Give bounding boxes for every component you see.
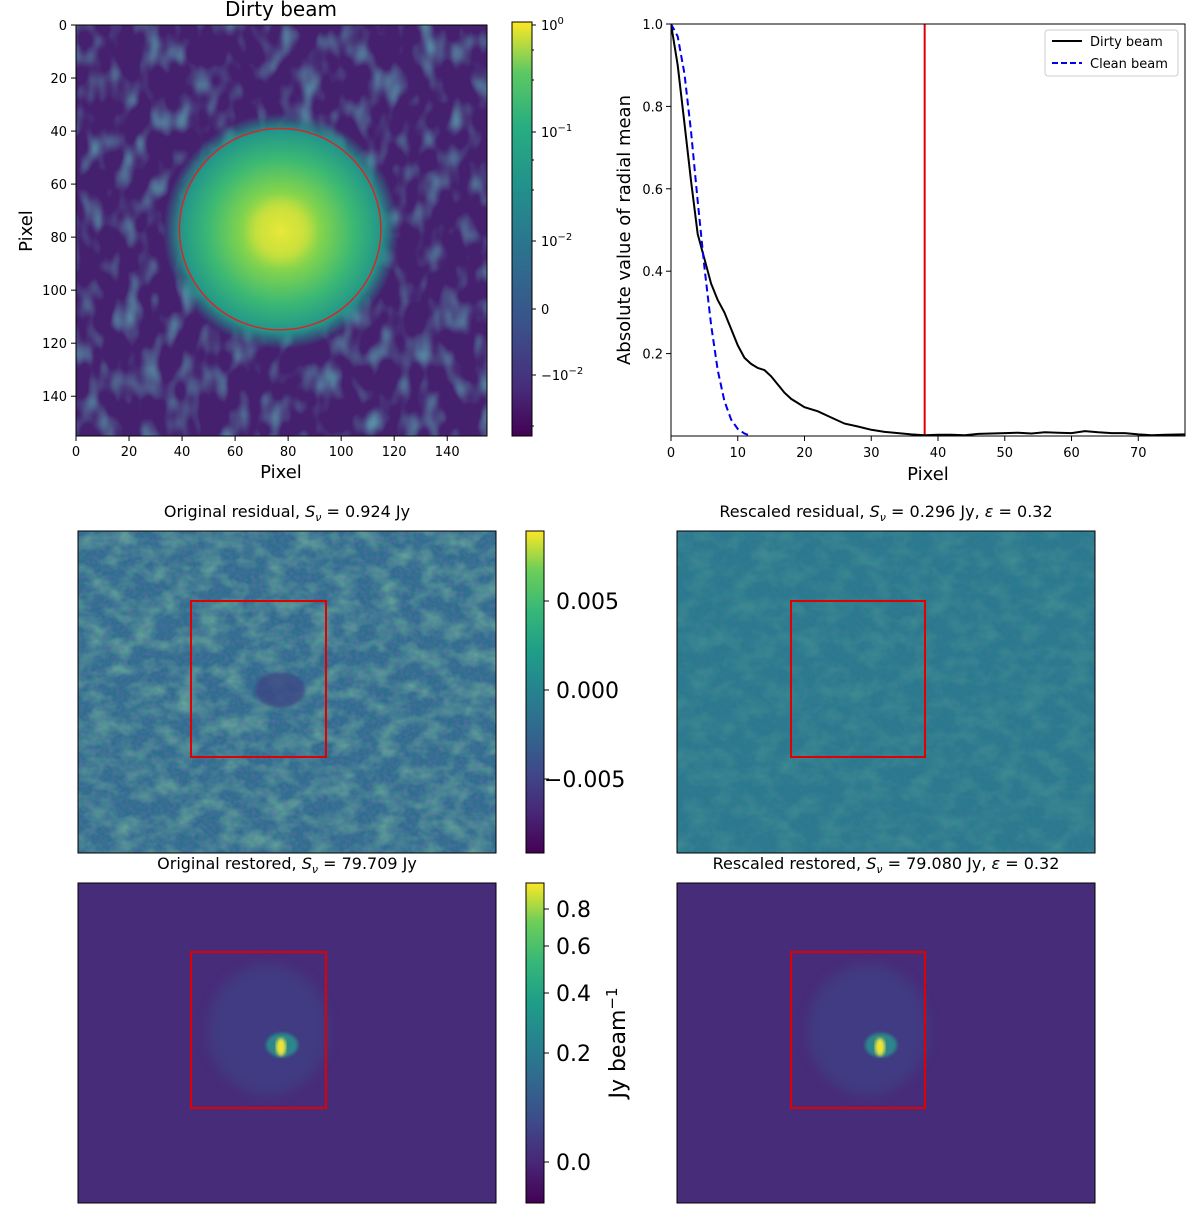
restored-cbar-tick-02: 0.2 [556,1042,591,1067]
dirty-beam-xlabel: Pixel [260,462,302,483]
dirty-beam-xtick-label: 80 [280,445,297,460]
profile-ytick-label: 0.6 [642,183,663,198]
restored-cbar-label: Jy beam−1 [603,987,631,1100]
original-restored-title: Original restored, Sν = 79.709 Jy [157,854,417,876]
profile-xtick-label: 10 [729,446,746,461]
residual-cbar-tick-neg: −0.005 [544,768,625,793]
profile-ytick-label: 0.2 [642,348,663,363]
profile-xtick-label: 20 [796,446,813,461]
dirty-beam-x-ticks: 0 20 40 60 80 100 120 140 [72,436,460,460]
profile-ylabel: Absolute value of radial mean [614,95,635,365]
cbar-tick-10-0: 100 [541,16,564,34]
beam-radius-circle [178,127,382,331]
dirty-beam-ytick-label: 40 [50,125,67,140]
dirty-beam-ylabel: Pixel [16,210,37,252]
cbar-tick-zero: 0 [541,303,549,318]
dirty-beam-ytick-label: 60 [50,178,67,193]
restored-cbar-tick-00: 0.0 [556,1151,591,1176]
profile-xtick-label: 40 [930,446,947,461]
profile-xtick-label: 30 [863,446,880,461]
original-residual-box [190,600,327,758]
profile-ytick-label: 0.4 [642,265,663,280]
dirty-beam-ytick-label: 140 [42,390,67,405]
residual-colorbar: 0.005 0.000 −0.005 [525,530,625,854]
original-residual-panel: Original residual, Sν = 0.924 Jy [77,502,497,854]
residual-cbar-tick-pos: 0.005 [556,590,619,615]
legend-dirty-beam: Dirty beam [1090,35,1163,50]
dirty-beam-ytick-label: 120 [42,337,67,352]
profile-xtick-label: 70 [1130,446,1147,461]
restored-cbar-tick-08: 0.8 [556,898,591,923]
profile-ytick-label: 0.8 [642,100,663,115]
radial-profile-panel: 0 10 20 30 40 50 60 70 0.2 0.4 0.6 0.8 1.0 Pixel Ab… [614,18,1186,485]
series-dirty-beam-line [671,24,1185,436]
dirty-beam-xtick-label: 40 [174,445,191,460]
original-residual-title: Original residual, Sν = 0.924 Jy [164,502,410,524]
profile-legend: Dirty beam Clean beam [1044,29,1179,77]
original-restored-box [190,951,327,1109]
profile-xtick-label: 50 [996,446,1013,461]
cbar-tick-10-m1: 10−1 [541,123,572,141]
rescaled-residual-image [677,531,1095,853]
dirty-beam-xtick-label: 0 [72,445,80,460]
residual-cbar-tick-zero: 0.000 [556,679,619,704]
dirty-beam-panel: Dirty beam 0 20 40 60 80 100 120 140 0 20 40 60 80 1… [16,0,583,483]
dirty-beam-y-ticks: 0 20 40 60 80 100 120 140 [42,19,76,405]
restored-cbar-tick-04: 0.4 [556,982,591,1007]
dirty-beam-ytick-label: 80 [50,231,67,246]
profile-y-ticks: 0.2 0.4 0.6 0.8 1.0 [642,18,671,363]
profile-ytick-label: 1.0 [642,18,663,33]
profile-xtick-label: 60 [1063,446,1080,461]
dirty-beam-title: Dirty beam [225,0,337,21]
original-restored-panel: Original restored, Sν = 79.709 Jy [77,854,497,1204]
dirty-beam-xtick-label: 20 [121,445,138,460]
dirty-beam-xtick-label: 140 [435,445,460,460]
restored-cbar-tick-06: 0.6 [556,935,591,960]
rescaled-residual-box [790,600,926,758]
rescaled-restored-panel: Rescaled restored, Sν = 79.080 Jy, ε = 0… [676,854,1096,1204]
profile-xtick-label: 0 [667,446,675,461]
dirty-beam-image [76,25,487,436]
cbar-tick-neg-10-m2: −10−2 [541,366,583,384]
dirty-beam-ytick-label: 0 [59,19,67,34]
rescaled-residual-panel: Rescaled residual, Sν = 0.296 Jy, ε = 0.… [676,502,1096,854]
dirty-beam-ytick-label: 100 [42,284,67,299]
legend-clean-beam: Clean beam [1090,57,1168,72]
dirty-beam-ytick-label: 20 [50,72,67,87]
profile-x-ticks: 0 10 20 30 40 50 60 70 [667,436,1147,461]
dirty-beam-xtick-label: 60 [227,445,244,460]
dirty-beam-colorbar-ticks: 100 10−1 10−2 0 −10−2 [532,16,583,427]
cbar-tick-10-m2: 10−2 [541,232,572,250]
original-residual-image [78,531,496,853]
dirty-beam-xtick-label: 120 [382,445,407,460]
series-clean-beam-line [671,24,752,436]
rescaled-residual-title: Rescaled residual, Sν = 0.296 Jy, ε = 0.… [719,502,1052,524]
rescaled-restored-box [790,951,926,1109]
restored-colorbar: 0.8 0.6 0.4 0.2 0.0 Jy beam−1 [525,882,631,1204]
rescaled-restored-title: Rescaled restored, Sν = 79.080 Jy, ε = 0… [713,854,1060,876]
dirty-beam-xtick-label: 100 [329,445,354,460]
dirty-beam-colorbar [511,21,533,437]
profile-xlabel: Pixel [907,464,949,485]
